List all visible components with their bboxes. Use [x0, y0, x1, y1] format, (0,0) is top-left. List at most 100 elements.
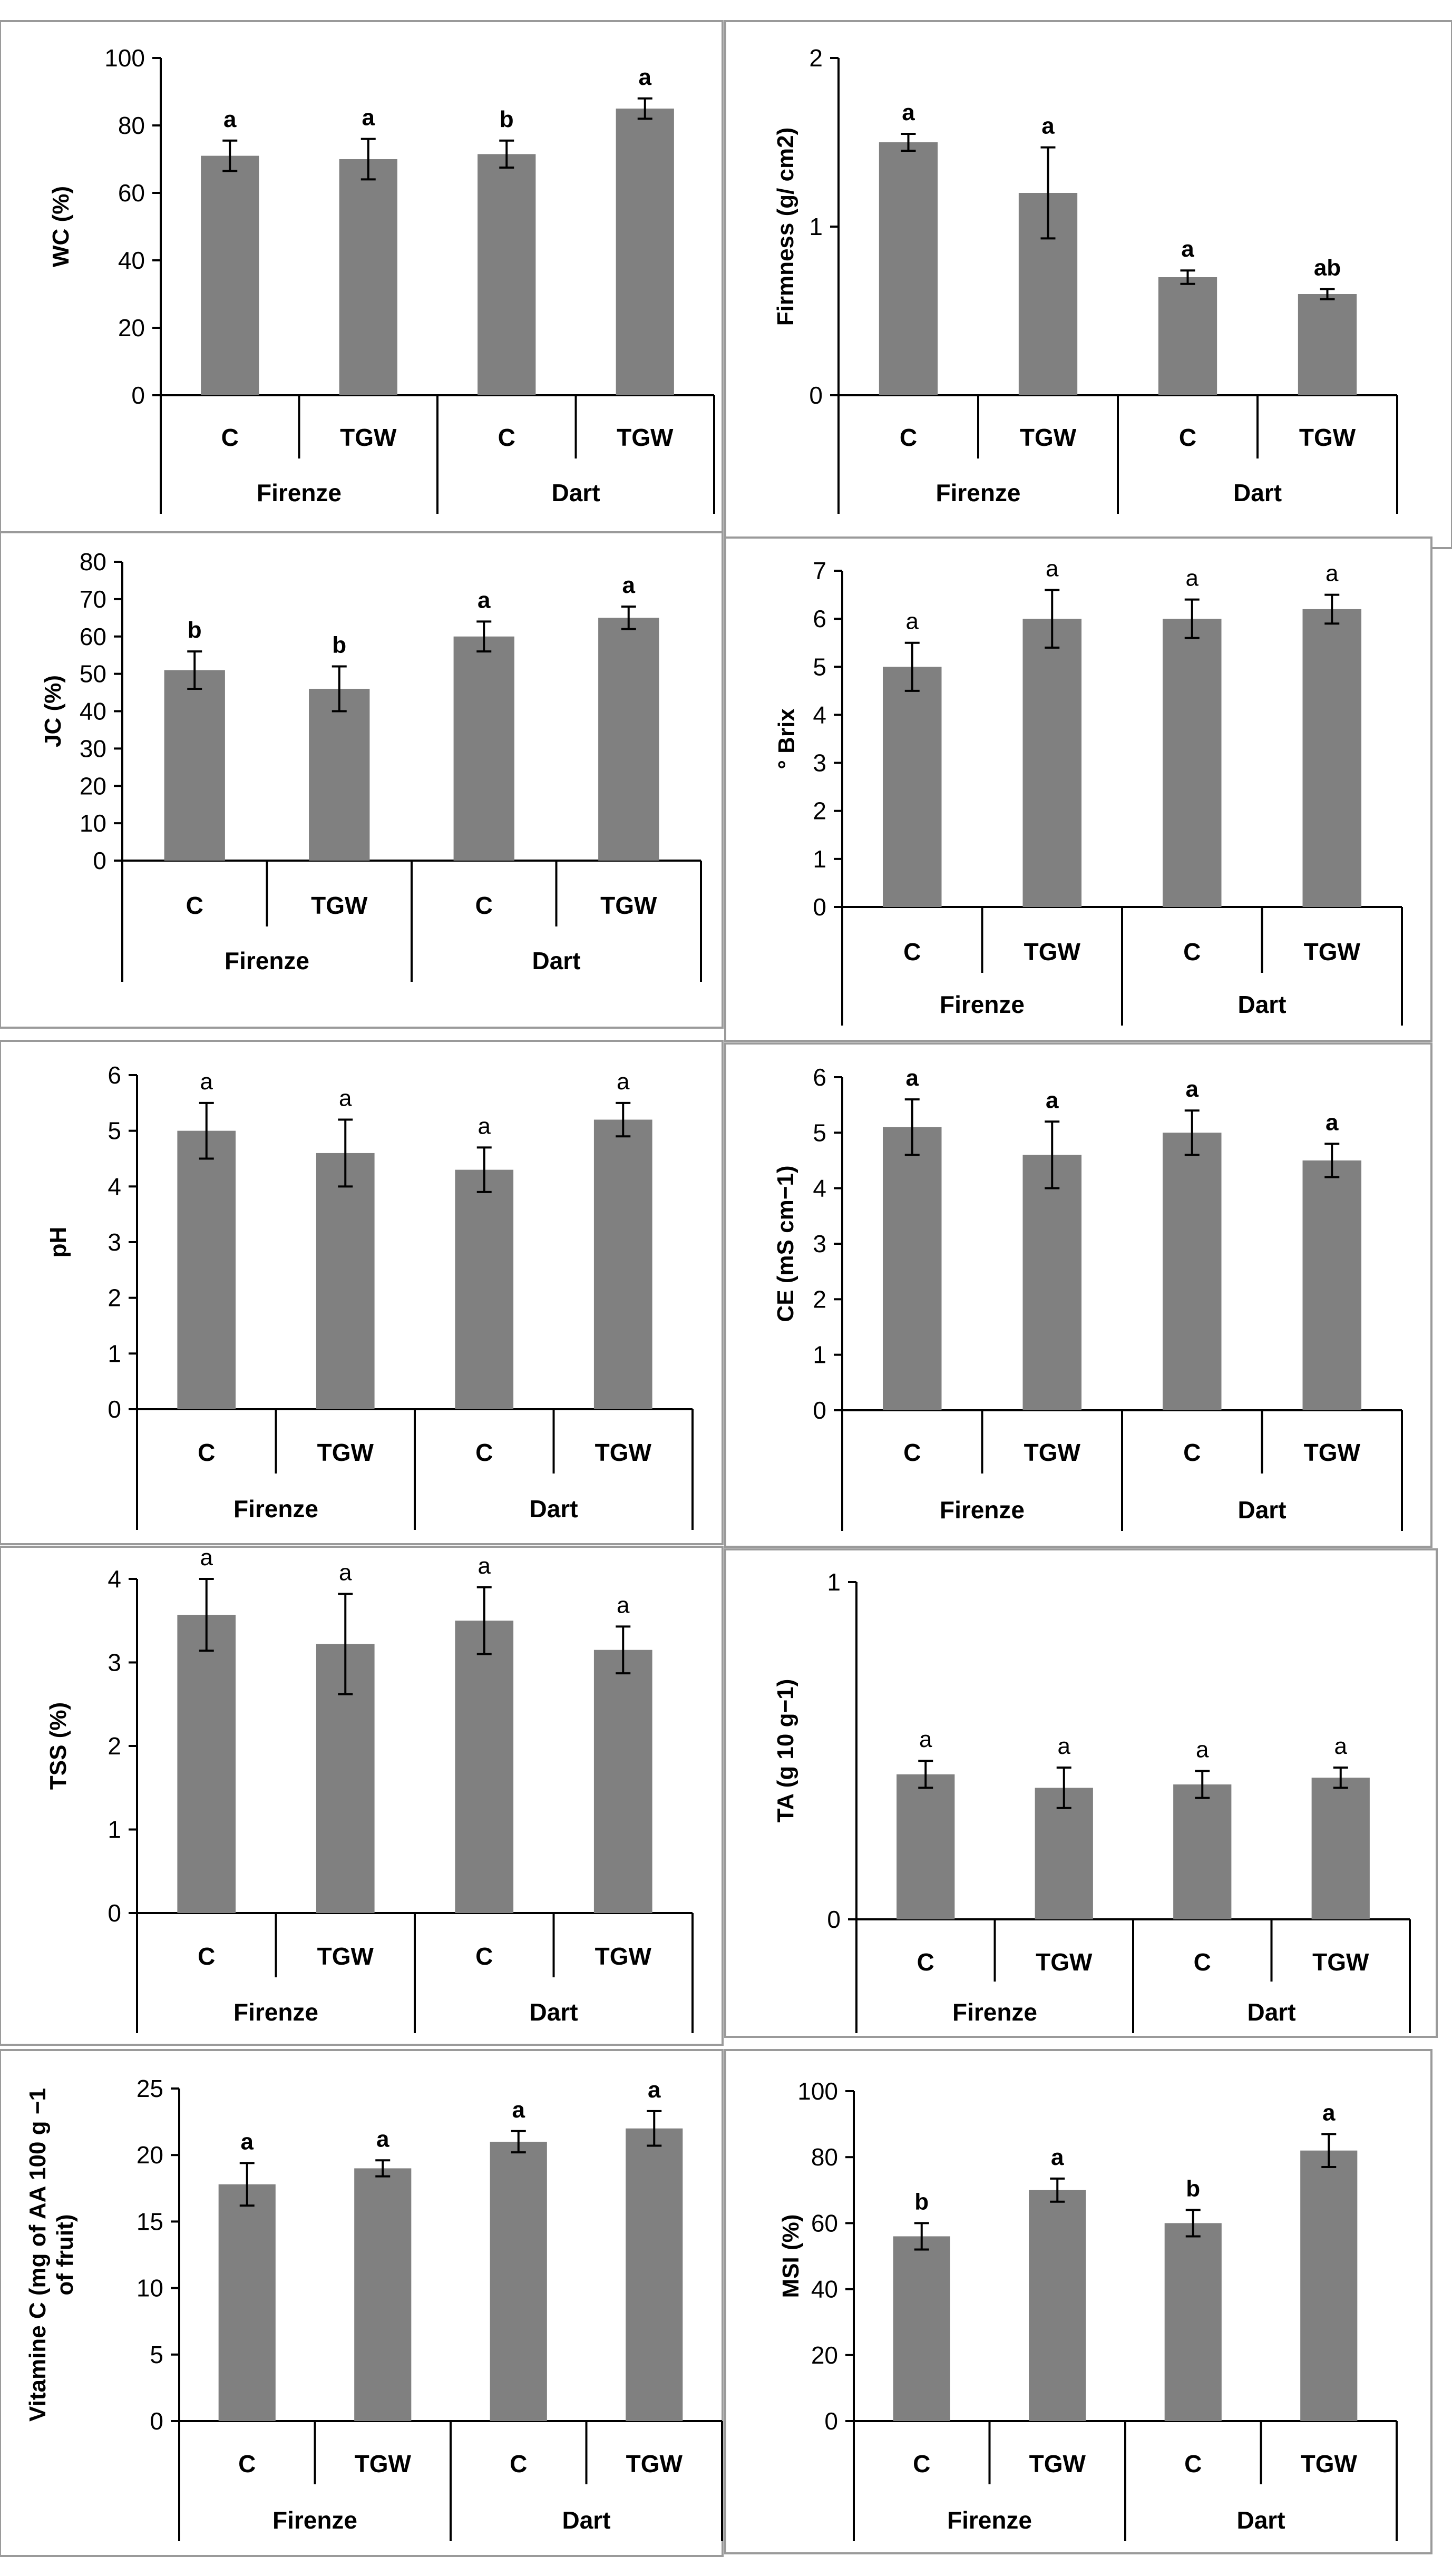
category-label: TGW	[1020, 424, 1077, 451]
significance-label: a	[200, 1545, 213, 1570]
y-tick-label: 0	[108, 1396, 121, 1423]
category-label: TGW	[595, 1943, 652, 1970]
y-tick-label: 6	[813, 605, 826, 632]
category-label: TGW	[1301, 2450, 1358, 2477]
y-tick-label: 0	[813, 1397, 826, 1424]
significance-label: a	[639, 64, 652, 90]
chart-panel: 0 5 10 15 20 25 Vitamine C (mg of AA 100 g −1o…	[0, 2049, 724, 2557]
bar	[490, 2141, 547, 2421]
y-tick-label: 2	[809, 44, 823, 72]
group-label: Dart	[532, 947, 580, 974]
bar	[896, 1774, 955, 1919]
significance-label: a	[512, 2097, 525, 2123]
category-label: TGW	[1024, 938, 1081, 965]
group-label: Firenze	[233, 1495, 318, 1523]
significance-label: a	[1051, 2144, 1064, 2170]
significance-label: a	[1326, 1109, 1339, 1135]
significance-label: b	[914, 2189, 929, 2214]
significance-label: a	[622, 572, 636, 598]
chart-panel: 0 1 2 3 4 5 6 CE (mS cm−1) a Ca TGW a Ca TGW Firenze Da…	[724, 1042, 1432, 1548]
bar	[455, 1621, 514, 1913]
group-label: Dart	[1247, 1998, 1295, 2026]
group-label: Dart	[551, 479, 600, 506]
category-label: C	[498, 424, 515, 451]
significance-label: a	[906, 609, 919, 635]
y-tick-label: 4	[813, 1175, 826, 1202]
y-tick-label: 3	[813, 749, 826, 777]
y-tick-label: 2	[813, 797, 826, 825]
significance-label: a	[1196, 1736, 1209, 1762]
y-axis-label: TSS (%)	[45, 1702, 71, 1790]
bar	[1029, 2190, 1086, 2421]
significance-label: a	[1334, 1733, 1348, 1759]
y-tick-label: 40	[80, 698, 106, 725]
significance-label: a	[617, 1592, 630, 1618]
bar	[1162, 1133, 1222, 1410]
significance-label: ab	[1314, 255, 1341, 280]
bar	[626, 2128, 683, 2421]
y-tick-label: 1	[813, 845, 826, 873]
category-label: TGW	[1304, 1439, 1361, 1466]
bar	[164, 670, 225, 861]
significance-label: a	[1322, 2100, 1336, 2125]
y-tick-label: 1	[827, 1568, 841, 1596]
bar	[1035, 1788, 1093, 1919]
bar	[879, 142, 938, 395]
category-label: TGW	[317, 1943, 374, 1970]
significance-label: a	[223, 106, 237, 132]
category-label: TGW	[600, 892, 657, 919]
y-tick-label: 5	[813, 1119, 826, 1146]
bar	[339, 159, 397, 395]
significance-label: a	[362, 105, 375, 131]
significance-label: a	[1186, 1076, 1199, 1102]
y-tick-label: 0	[827, 1906, 841, 1933]
significance-label: a	[1326, 561, 1339, 587]
significance-label: a	[1058, 1733, 1071, 1759]
significance-label: a	[200, 1069, 213, 1095]
group-label: Firenze	[257, 479, 342, 506]
bar	[1022, 1155, 1082, 1410]
y-tick-label: 0	[150, 2407, 163, 2435]
y-tick-label: 50	[80, 660, 106, 688]
significance-label: a	[478, 1553, 491, 1579]
group-label: Firenze	[940, 1496, 1025, 1524]
y-tick-label: 20	[811, 2341, 838, 2369]
y-tick-label: 6	[813, 1063, 826, 1091]
category-label: C	[1179, 424, 1196, 451]
y-axis-label: Vitamine C (mg of AA 100 g −1of fruit)	[25, 2088, 78, 2422]
category-label: C	[900, 424, 917, 451]
chart-panel: 0 1 2 3 4 TSS (%) a Ca TGW a Ca TGW Firenze Dart	[0, 1545, 724, 2046]
bar	[177, 1615, 236, 1913]
bar	[455, 1169, 514, 1409]
significance-label: a	[339, 1086, 352, 1111]
significance-label: a	[376, 2126, 389, 2152]
group-label: Firenze	[952, 1998, 1037, 2026]
category-label: C	[903, 1439, 921, 1466]
group-label: Dart	[1237, 1496, 1286, 1524]
category-label: TGW	[617, 424, 674, 451]
y-tick-label: 7	[813, 557, 826, 584]
y-tick-label: 70	[80, 586, 106, 613]
y-tick-label: 60	[811, 2209, 838, 2237]
category-label: TGW	[1029, 2450, 1086, 2477]
bar	[1022, 619, 1082, 907]
bar	[1158, 277, 1217, 395]
y-tick-label: 1	[108, 1340, 121, 1367]
category-label: C	[913, 2450, 930, 2477]
y-tick-label: 0	[824, 2407, 838, 2435]
y-tick-label: 1	[108, 1816, 121, 1843]
significance-label: a	[1046, 555, 1059, 581]
y-tick-label: 5	[108, 1117, 121, 1145]
category-label: C	[1183, 938, 1201, 965]
y-tick-label: 3	[108, 1649, 121, 1676]
y-tick-label: 100	[797, 2077, 838, 2105]
group-label: Firenze	[272, 2506, 357, 2534]
bar	[477, 154, 536, 395]
y-tick-label: 0	[131, 382, 145, 409]
y-tick-label: 100	[104, 44, 145, 72]
significance-label: a	[617, 1069, 630, 1095]
bar	[316, 1153, 375, 1409]
y-axis-label: Firmness (g/ cm2)	[773, 128, 798, 326]
bar	[882, 667, 942, 907]
significance-label: a	[1041, 113, 1055, 139]
